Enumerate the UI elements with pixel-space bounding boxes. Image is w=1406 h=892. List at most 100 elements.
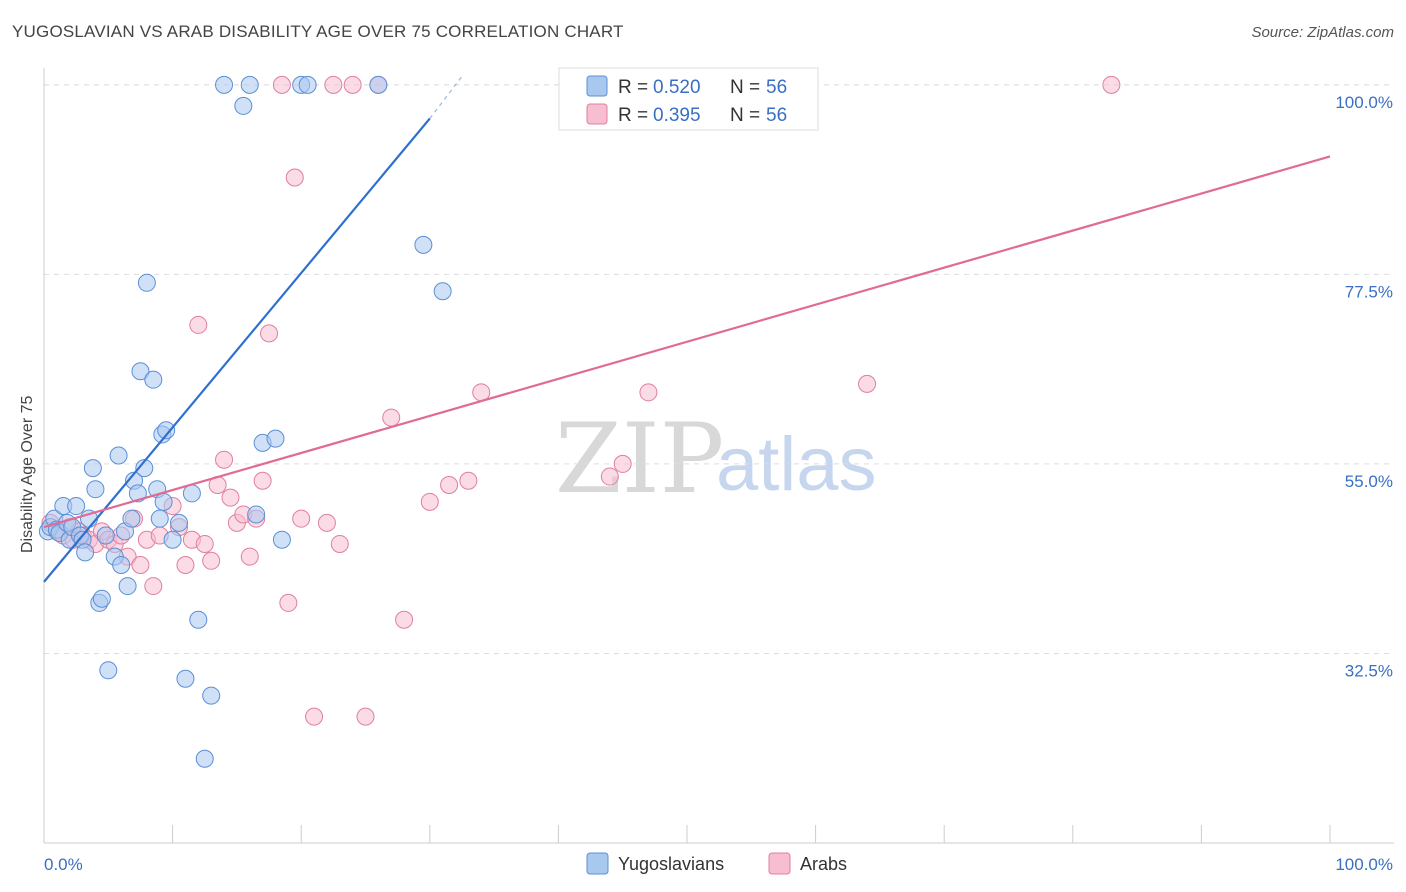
bottom-legend: Yugoslavians Arabs xyxy=(586,852,847,875)
y-tick-labels: 32.5% 55.0% 77.5% 100.0% xyxy=(1335,93,1393,681)
legend-r-value-1: 0.395 xyxy=(653,105,701,126)
arab-point xyxy=(330,534,349,553)
source-note: Source: ZipAtlas.com xyxy=(1251,24,1394,41)
axes xyxy=(43,68,1394,844)
yugoslavian-point xyxy=(176,669,195,688)
bottom-legend-swatch-arabs xyxy=(768,852,791,875)
series-yugoslavians xyxy=(38,75,452,768)
legend-r-value-0: 0.520 xyxy=(653,77,701,98)
yugoslavian-trendline-extension xyxy=(429,76,463,119)
yugoslavian-point xyxy=(137,273,156,292)
grid xyxy=(44,84,1394,654)
yugoslavian-point xyxy=(96,526,115,545)
arab-point xyxy=(285,168,304,187)
arab-point xyxy=(144,577,163,596)
series-arabs xyxy=(41,75,1121,726)
yugoslavian-point xyxy=(189,610,208,629)
arab-point xyxy=(1102,75,1121,94)
arab-point xyxy=(420,492,439,511)
arab-point xyxy=(356,707,375,726)
arab-point xyxy=(260,324,279,343)
yugoslavian-point xyxy=(369,75,388,94)
yugoslavian-point xyxy=(109,446,128,465)
yugoslavian-point xyxy=(154,492,173,511)
yugoslavian-point xyxy=(150,509,169,528)
trend-lines xyxy=(43,76,1331,583)
yugoslavian-point xyxy=(67,497,86,516)
y-tick-label: 32.5% xyxy=(1345,661,1393,680)
arab-point xyxy=(253,471,272,490)
arab-point xyxy=(639,383,658,402)
arab-point xyxy=(176,556,195,575)
yugoslavian-point xyxy=(128,484,147,503)
arab-point xyxy=(189,315,208,334)
yugoslavian-point xyxy=(76,543,95,562)
arab-point xyxy=(279,593,298,612)
yugoslavian-point xyxy=(157,421,176,440)
yugoslavian-point xyxy=(202,686,221,705)
yugoslavian-point xyxy=(433,282,452,301)
arab-point xyxy=(317,513,336,532)
y-axis-label: Disability Age Over 75 xyxy=(19,395,36,553)
yugoslavian-point xyxy=(195,749,214,768)
arab-point xyxy=(324,75,343,94)
yugoslavian-point xyxy=(298,75,317,94)
arab-point xyxy=(131,556,150,575)
yugoslavian-point xyxy=(86,480,105,499)
x-tick-label-max: 100.0% xyxy=(1335,855,1393,874)
yugoslavian-point xyxy=(215,75,234,94)
watermark: ZIP atlas xyxy=(555,403,877,515)
legend-n-value-0: 56 xyxy=(766,77,787,98)
bottom-legend-yugoslavians: Yugoslavians xyxy=(618,854,724,874)
x-tick-label-min: 0.0% xyxy=(44,855,83,874)
y-tick-label: 55.0% xyxy=(1345,472,1393,491)
yugoslavian-point xyxy=(234,96,253,115)
y-tick-label: 77.5% xyxy=(1345,282,1393,301)
arab-point xyxy=(613,454,632,473)
bottom-legend-swatch-yugoslavians xyxy=(586,852,609,875)
yugoslavian-point xyxy=(112,556,131,575)
legend-n-label-1: N = xyxy=(730,105,760,126)
arab-point xyxy=(600,467,619,486)
legend-r-label-0: R = xyxy=(618,77,648,98)
arab-point xyxy=(305,707,324,726)
arab-point xyxy=(202,551,221,570)
arab-point xyxy=(395,610,414,629)
yugoslavian-point xyxy=(272,530,291,549)
yugoslavian-point xyxy=(83,459,102,478)
yugoslavian-point xyxy=(414,235,433,254)
yugoslavian-point xyxy=(266,429,285,448)
yugoslavian-point xyxy=(92,589,111,608)
yugoslavian-trendline xyxy=(43,117,431,583)
yugoslavian-point xyxy=(118,577,137,596)
yugoslavian-point xyxy=(99,661,118,680)
arab-point xyxy=(221,488,240,507)
legend-r-label-1: R = xyxy=(618,105,648,126)
yugoslavian-point xyxy=(170,513,189,532)
arab-point xyxy=(459,471,478,490)
legend-n-value-1: 56 xyxy=(766,105,787,126)
arab-point xyxy=(858,374,877,393)
yugoslavian-point xyxy=(144,370,163,389)
yugoslavian-point xyxy=(131,362,150,381)
yugoslavian-point xyxy=(247,505,266,524)
arab-point xyxy=(240,547,259,566)
x-tick-labels: 0.0% 100.0% xyxy=(44,855,1393,874)
legend-swatch-yugoslavians xyxy=(586,75,608,97)
arab-point xyxy=(440,475,459,494)
arab-point xyxy=(382,408,401,427)
watermark-zip: ZIP xyxy=(555,403,724,515)
legend-swatch-arabs xyxy=(586,103,608,125)
arab-point xyxy=(343,75,362,94)
legend: R = 0.520 N = 56 R = 0.395 N = 56 xyxy=(558,67,819,131)
yugoslavian-point xyxy=(122,509,141,528)
arab-point xyxy=(272,75,291,94)
chart-title: YUGOSLAVIAN VS ARAB DISABILITY AGE OVER … xyxy=(12,22,624,41)
watermark-atlas: atlas xyxy=(716,422,877,507)
yugoslavian-point xyxy=(182,484,201,503)
bottom-legend-arabs: Arabs xyxy=(800,854,847,874)
arab-point xyxy=(215,450,234,469)
arab-point xyxy=(292,509,311,528)
yugoslavian-point xyxy=(135,459,154,478)
